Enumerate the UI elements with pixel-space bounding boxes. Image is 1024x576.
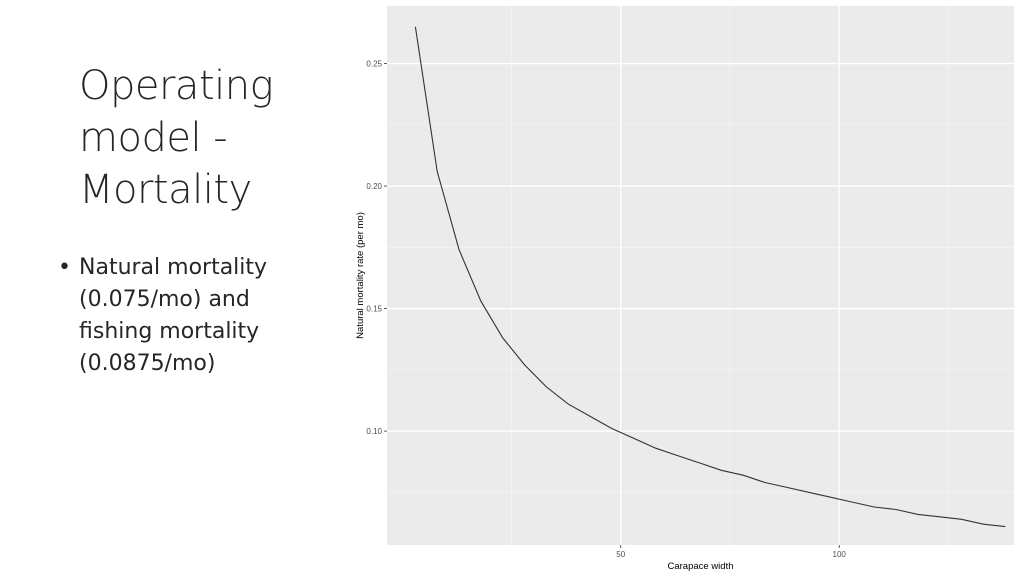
plot-panel [387,6,1014,545]
y-tick-label: 0.10 [366,427,382,436]
x-tick-label: 50 [616,550,625,559]
slide-title: Operating model - Mortality [79,63,274,213]
x-tick-label: 100 [833,550,847,559]
x-axis-title: Carapace width [667,561,733,572]
mortality-line-chart: 0.10 0.15 0.20 0.25 50 100 Carapace width Na… [355,6,1014,572]
y-axis-title: Natural mortality rate (per mo) [355,212,366,339]
y-tick-label: 0.20 [366,182,382,191]
mortality-curve [414,26,1006,528]
y-axis-ticks: 0.10 0.15 0.20 0.25 [366,60,387,436]
x-axis-ticks: 50 100 [616,545,846,559]
y-tick-label: 0.25 [366,60,382,69]
bullet-list: Natural mortality (0.075/mo) and fishing… [56,252,316,380]
y-tick-label: 0.15 [366,305,382,314]
bullet-item: Natural mortality (0.075/mo) and fishing… [56,252,316,380]
major-gridlines [387,6,1014,545]
minor-gridlines [387,6,1014,545]
